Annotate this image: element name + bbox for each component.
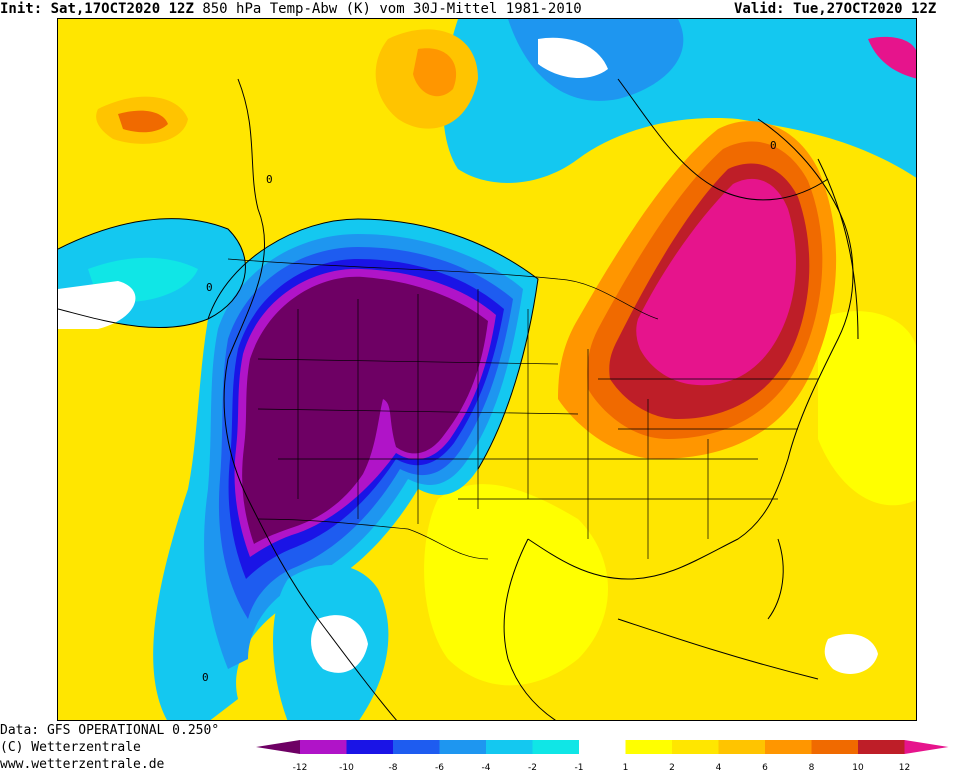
- colorbar-tick-label: -12: [293, 763, 308, 773]
- field-magenta-east: [636, 178, 796, 386]
- border-us-canada: [227, 258, 659, 320]
- field-white-pacific: [58, 281, 136, 329]
- colorbar-box: [672, 740, 719, 754]
- coast-gulf: [503, 538, 556, 720]
- contour-label-pacific: 0: [206, 281, 213, 294]
- field-white-mexico: [311, 615, 368, 673]
- colorbar-tick-label: -2: [528, 763, 537, 773]
- colorbar-tick-label: 8: [809, 763, 815, 773]
- colorbar-box: [486, 740, 533, 754]
- colorbar-tick-label: 4: [716, 763, 722, 773]
- colorbar-box: [393, 740, 440, 754]
- anomaly-map: 0 0 0 0: [57, 18, 917, 721]
- field-yellow-atlantic: [818, 311, 916, 506]
- colorbar-box: [346, 740, 393, 754]
- zero-contour-east: [817, 158, 859, 340]
- colorbar-tick-label: 12: [899, 763, 910, 773]
- field-orange2-yukon: [413, 48, 457, 97]
- colorbar-box: [439, 740, 486, 754]
- colorbar-min-arrow: [256, 740, 300, 754]
- colorbar-box: [811, 740, 858, 754]
- anomaly-field: 0 0 0 0: [58, 19, 916, 720]
- colorbar-tick-label: -6: [435, 763, 444, 773]
- init-label: Init:: [0, 1, 43, 17]
- colorbar-box: [300, 740, 347, 754]
- colorbar-box: [765, 740, 812, 754]
- state-lines-vertical: [297, 289, 709, 559]
- field-white-arctic: [538, 37, 608, 79]
- colorbar: -12 -10 -8 -6 -4 -2 -1 1 2 4 6 8 10 12: [256, 740, 949, 773]
- copyright: (C) Wetterzentrale: [0, 740, 141, 755]
- header-init: Init: Sat,17OCT2020 12Z 850 hPa Temp-Abw…: [0, 0, 582, 18]
- colorbar-tick-labels: -12 -10 -8 -6 -4 -2 -1 1 2 4 6 8 10 12: [293, 763, 911, 773]
- valid-label: Valid:: [734, 1, 785, 17]
- colorbar-max-arrow: [904, 740, 949, 754]
- header-valid: Valid: Tue,27OCT2020 12Z: [734, 0, 936, 18]
- field-magenta-greenland: [868, 36, 916, 79]
- coast-hudson: [617, 78, 829, 201]
- zero-contour-pacific: [58, 218, 246, 329]
- colorbar-tick-label: 6: [762, 763, 768, 773]
- colorbar-tick-label: 1: [623, 763, 629, 773]
- zero-contours: [58, 158, 859, 470]
- contour-labels: 0 0 0 0: [202, 139, 777, 684]
- contour-label-yukon: 0: [266, 173, 273, 186]
- zero-contour-west: [207, 218, 539, 470]
- coast-florida: [767, 538, 784, 620]
- field-darkorange-alaska: [118, 110, 168, 133]
- state-lines-horizontal: [257, 358, 818, 500]
- field-yellow-south: [424, 484, 608, 686]
- colorbar-box: [532, 740, 579, 754]
- contour-label-labrador: 0: [770, 139, 777, 152]
- colorbar-box: [579, 740, 626, 754]
- colorbar-tick-label: -4: [482, 763, 491, 773]
- colorbar-tick-label: 10: [852, 763, 864, 773]
- borders: [227, 258, 818, 560]
- colorbar-tick-label: -1: [575, 763, 584, 773]
- colorbar-box: [718, 740, 765, 754]
- contour-label-mexico: 0: [202, 671, 209, 684]
- colorbar-box: [858, 740, 905, 754]
- colorbar-boxes: [256, 740, 949, 754]
- field-white-caribbean: [824, 634, 878, 674]
- init-time: Sat,17OCT2020 12Z: [50, 1, 194, 17]
- border-us-mexico: [257, 518, 489, 560]
- colorbar-box: [625, 740, 672, 754]
- data-source: Data: GFS OPERATIONAL 0.250°: [0, 723, 220, 738]
- coast-pacific: [223, 78, 397, 720]
- colorbar-tick-label: 2: [669, 763, 675, 773]
- colorbar-tick-label: -10: [339, 763, 354, 773]
- valid-time: Tue,27OCT2020 12Z: [793, 1, 937, 17]
- parameter-title: 850 hPa Temp-Abw (K) vom 30J-Mittel 1981…: [202, 1, 582, 17]
- coast-cuba: [617, 618, 819, 680]
- website-link[interactable]: www.wetterzentrale.de: [0, 757, 165, 772]
- colorbar-tick-label: -8: [389, 763, 398, 773]
